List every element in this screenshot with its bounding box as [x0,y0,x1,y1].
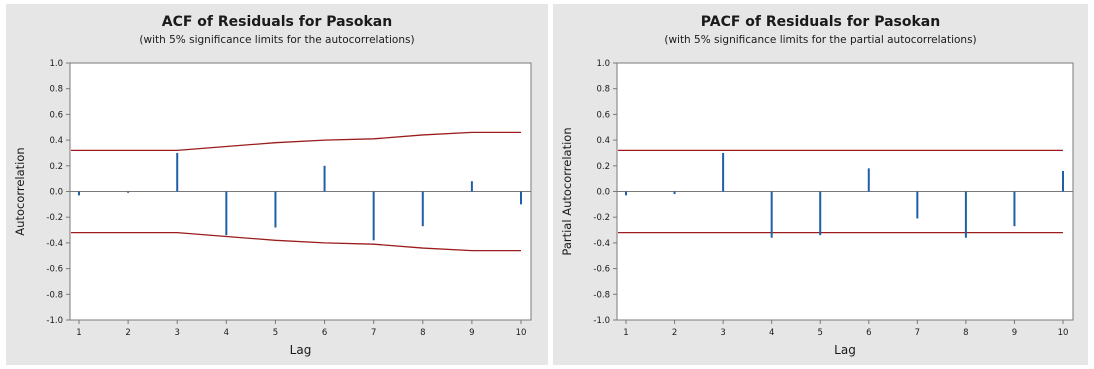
x-tick-label: 2 [672,328,677,338]
x-tick-label: 4 [224,328,229,338]
y-tick-label: 0.0 [596,188,610,198]
x-tick-label: 8 [420,328,425,338]
acf-panel: ACF of Residuals for Pasokan (with 5% si… [6,4,548,365]
x-tick-label: 7 [371,328,376,338]
y-tick-label: 0.2 [596,162,610,172]
y-tick-label: 0.8 [596,85,610,95]
upper-significance-limit [71,131,521,152]
y-tick-label: -1.0 [593,316,610,326]
y-tick-label: -0.8 [46,290,63,300]
acf-subtitle: (with 5% significance limits for the aut… [139,34,415,46]
pacf-subtitle: (with 5% significance limits for the par… [664,34,977,46]
x-axis-label: Lag [834,343,856,357]
y-tick-label: -0.8 [593,290,610,300]
y-tick-label: 0.4 [596,136,610,146]
x-tick-label: 5 [273,328,278,338]
x-tick-label: 6 [322,328,327,338]
y-axis-label: Partial Autocorrelation [560,127,574,255]
pacf-title: PACF of Residuals for Pasokan [700,14,941,30]
lower-significance-limit [71,231,521,252]
x-tick-label: 5 [818,328,823,338]
y-tick-label: 0.6 [49,110,63,120]
x-tick-label: 8 [963,328,968,338]
x-tick-label: 10 [1058,328,1069,338]
y-tick-label: -0.2 [46,213,63,223]
x-tick-label: 2 [125,328,130,338]
y-tick-label: -1.0 [46,316,63,326]
x-tick-label: 9 [469,328,474,338]
x-tick-label: 1 [623,328,628,338]
y-axis-label: Autocorrelation [13,147,27,235]
y-tick-label: 0.0 [49,188,63,198]
x-tick-label: 4 [769,328,774,338]
y-tick-label: -0.6 [593,265,610,275]
x-tick-label: 7 [915,328,920,338]
y-tick-label: 1.0 [596,59,610,69]
y-tick-label: 0.2 [49,162,63,172]
y-tick-label: 0.4 [49,136,63,146]
y-tick-label: -0.6 [46,265,63,275]
x-tick-label: 3 [175,328,180,338]
x-tick-label: 3 [720,328,725,338]
pacf-chart: -1.0 -0.8 -0.6 -0.4 -0.2 0.0 0.2 0.4 0.6 0.8 1.0 1 2… [560,59,1074,357]
y-tick-label: 0.6 [596,110,610,120]
acf-chart: -1.0 -0.8 -0.6 -0.4 -0.2 0.0 0.2 0.4 0.6 0.8 1.0 1 2… [13,59,532,357]
y-tick-label: -0.4 [46,239,63,249]
acf-title: ACF of Residuals for Pasokan [161,14,393,30]
y-tick-label: -0.4 [593,239,610,249]
x-tick-label: 10 [516,328,527,338]
x-tick-label: 9 [1012,328,1017,338]
x-axis-label: Lag [290,343,312,357]
y-tick-label: -0.2 [593,213,610,223]
y-tick-label: 1.0 [49,59,63,69]
y-tick-label: 0.8 [49,85,63,95]
x-tick-label: 6 [866,328,871,338]
x-tick-label: 1 [76,328,81,338]
pacf-panel: PACF of Residuals for Pasokan (with 5% s… [553,4,1088,365]
